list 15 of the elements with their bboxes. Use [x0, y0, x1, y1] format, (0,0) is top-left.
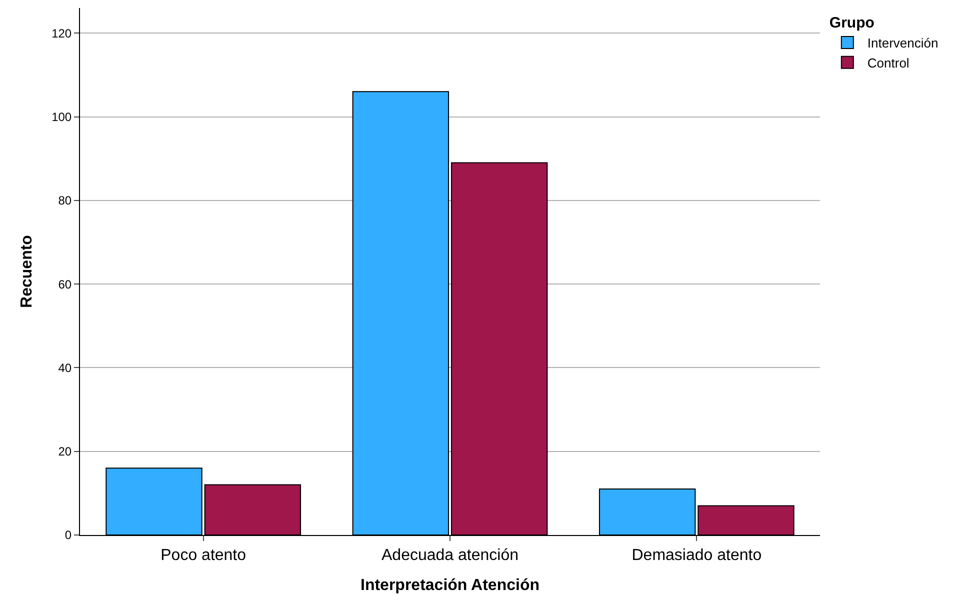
legend-label: Control — [867, 55, 910, 70]
y-tick-label: 0 — [64, 528, 72, 542]
y-tick-label: 60 — [58, 277, 72, 292]
y-tick-label: 100 — [52, 110, 72, 124]
y-tick-label: 120 — [52, 26, 72, 40]
legend-label: Intervención — [867, 36, 938, 51]
legend-title: Grupo — [829, 14, 874, 32]
y-axis-title: Recuento — [18, 234, 36, 308]
x-tick-label: Poco atento — [160, 547, 246, 564]
x-tick-label: Demasiado atento — [632, 547, 762, 564]
y-tick-label: 80 — [58, 194, 72, 208]
x-tick-label: Adecuada atención — [382, 547, 518, 564]
y-tick-label: 20 — [58, 444, 72, 459]
x-axis-title: Interpretación Atención — [360, 576, 540, 594]
y-tick-label: 40 — [58, 360, 72, 375]
